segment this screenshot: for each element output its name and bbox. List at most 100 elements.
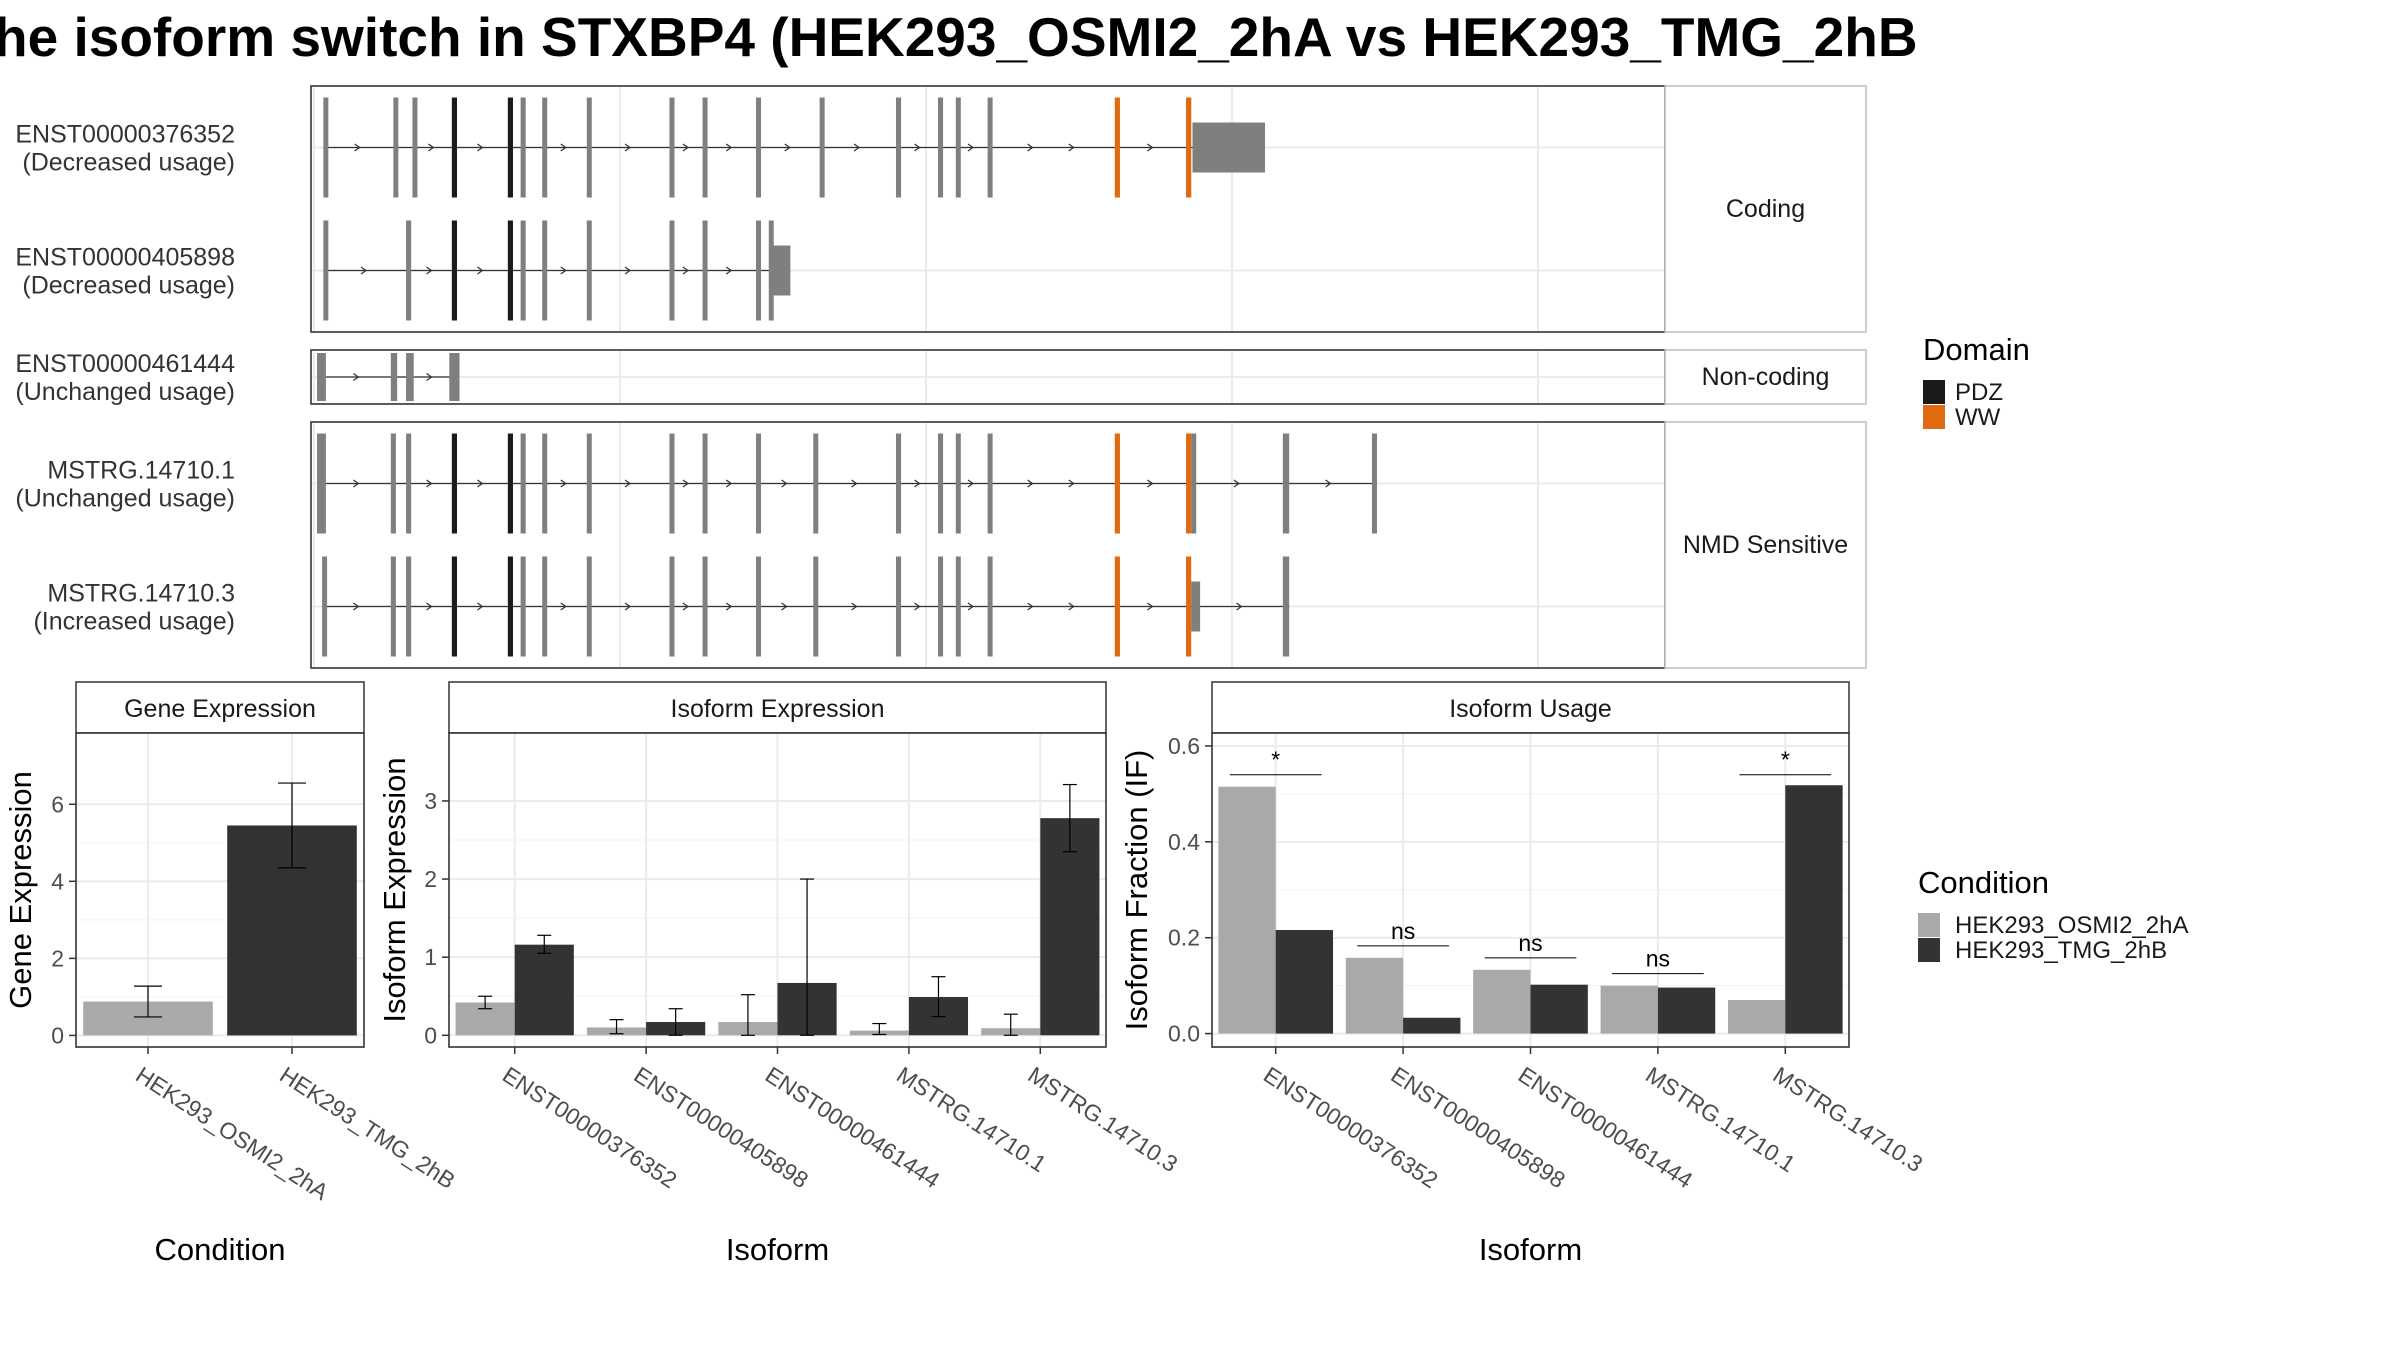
exon-block bbox=[702, 433, 708, 534]
strand-arrow bbox=[428, 143, 435, 152]
strand-arrow bbox=[682, 143, 689, 152]
exon-block bbox=[756, 97, 762, 198]
y-tick-label: 2 bbox=[424, 866, 437, 892]
exon-block bbox=[323, 220, 329, 321]
x-axis-title: Condition bbox=[155, 1232, 286, 1267]
exon-block bbox=[702, 97, 708, 198]
exon-block bbox=[669, 97, 675, 198]
strand-arrow bbox=[624, 143, 632, 152]
exon-block bbox=[937, 97, 944, 198]
chart-strip bbox=[448, 681, 1107, 734]
exon-block bbox=[895, 556, 902, 657]
exon-block bbox=[768, 220, 774, 321]
strand-arrow bbox=[477, 602, 484, 611]
y-tick-label: 0.0 bbox=[1168, 1021, 1200, 1047]
strand-arrow bbox=[426, 266, 433, 275]
exon-block bbox=[520, 220, 526, 321]
domain-pdz bbox=[507, 220, 513, 321]
chart-strip-label: Isoform Usage bbox=[1449, 695, 1612, 723]
exon-block bbox=[586, 97, 592, 198]
domain-legend-title: Domain bbox=[1923, 332, 2030, 367]
y-tick-label: 0.6 bbox=[1168, 733, 1200, 759]
exon-block bbox=[586, 556, 592, 657]
strand-arrow bbox=[560, 266, 567, 275]
bar bbox=[1218, 786, 1276, 1034]
domain-legend-label: WW bbox=[1955, 404, 2001, 431]
bar bbox=[1530, 984, 1588, 1034]
panel-strip-0 bbox=[1664, 85, 1867, 333]
exon-block bbox=[937, 433, 944, 534]
exon-block bbox=[669, 556, 675, 657]
transcript-id-label: ENST00000405898 bbox=[15, 244, 235, 272]
strand-arrow bbox=[477, 143, 484, 152]
strand-arrow bbox=[353, 373, 360, 381]
bar bbox=[1600, 985, 1658, 1034]
strand-arrow bbox=[851, 602, 858, 611]
exon-block bbox=[702, 220, 708, 321]
chart-strip bbox=[75, 681, 365, 734]
strand-arrow bbox=[725, 266, 733, 275]
strand-arrow bbox=[1068, 143, 1075, 152]
y-axis-title: Isoform Expression bbox=[377, 757, 412, 1022]
exon-block bbox=[955, 97, 961, 198]
strand-arrow bbox=[914, 479, 921, 488]
domain-ww bbox=[1114, 556, 1120, 657]
exon-block bbox=[542, 97, 548, 198]
exon-block bbox=[669, 220, 675, 321]
utr-block bbox=[1192, 122, 1266, 173]
x-axis-title: Isoform bbox=[726, 1232, 829, 1267]
y-tick-label: 6 bbox=[51, 791, 64, 817]
strand-arrow bbox=[781, 602, 788, 611]
exon-block bbox=[895, 433, 902, 534]
y-tick-label: 2 bbox=[51, 945, 64, 971]
exon-block bbox=[813, 556, 819, 657]
bar bbox=[1473, 969, 1531, 1034]
exon-block bbox=[322, 556, 328, 657]
strand-arrow bbox=[1068, 602, 1075, 611]
domain-legend-swatch bbox=[1923, 405, 1945, 429]
strand-arrow bbox=[784, 143, 791, 152]
significance-label: ns bbox=[1518, 930, 1542, 956]
domain-pdz bbox=[451, 433, 457, 534]
condition-legend-label: HEK293_OSMI2_2hA bbox=[1955, 912, 2188, 939]
strand-arrow bbox=[1325, 479, 1332, 488]
exon-block bbox=[542, 220, 548, 321]
strand-arrow bbox=[624, 479, 632, 488]
strand-arrow bbox=[353, 479, 360, 488]
exon-block bbox=[323, 97, 329, 198]
y-tick-label: 4 bbox=[51, 868, 64, 894]
significance-label: * bbox=[1271, 747, 1280, 773]
exon-block bbox=[520, 433, 526, 534]
strand-arrow bbox=[967, 479, 975, 488]
domain-pdz bbox=[451, 97, 457, 198]
exon-block bbox=[819, 97, 825, 198]
significance-label: ns bbox=[1646, 946, 1670, 972]
panel-strip-label: Non-coding bbox=[1702, 363, 1830, 391]
strand-arrow bbox=[477, 479, 484, 488]
bar bbox=[1785, 785, 1843, 1034]
panel-strip-1 bbox=[1664, 349, 1867, 405]
strand-arrow bbox=[851, 479, 858, 488]
strand-arrow bbox=[853, 143, 861, 152]
domain-legend-label: PDZ bbox=[1955, 379, 2003, 406]
exon-block bbox=[937, 556, 944, 657]
exon-block bbox=[406, 433, 412, 534]
exon-block bbox=[390, 353, 398, 401]
strand-arrow bbox=[354, 143, 361, 152]
exon-block bbox=[586, 433, 592, 534]
strand-arrow bbox=[624, 602, 632, 611]
transcript-usage-label: (Decreased usage) bbox=[22, 272, 235, 300]
transcript-id-label: MSTRG.14710.1 bbox=[47, 457, 235, 485]
bar bbox=[1040, 818, 1100, 1036]
transcript-usage-label: (Increased usage) bbox=[33, 608, 235, 636]
exon-block bbox=[987, 97, 993, 198]
strand-arrow bbox=[560, 479, 567, 488]
exon-block bbox=[412, 97, 418, 198]
domain-pdz bbox=[507, 556, 513, 657]
exon-block bbox=[406, 556, 412, 657]
bar bbox=[1403, 1017, 1461, 1034]
condition-legend-swatch bbox=[1918, 938, 1940, 962]
bar bbox=[1727, 1000, 1786, 1034]
strand-arrow bbox=[477, 266, 484, 275]
